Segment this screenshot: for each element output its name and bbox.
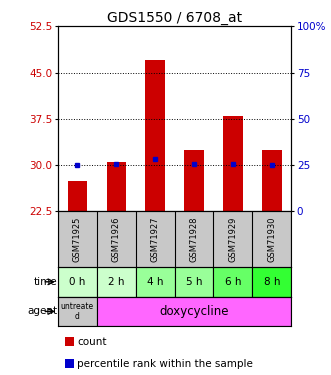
Bar xyxy=(136,267,175,297)
Bar xyxy=(58,297,97,326)
Text: 6 h: 6 h xyxy=(225,277,241,287)
Bar xyxy=(252,267,291,297)
Bar xyxy=(97,267,136,297)
Text: GSM71927: GSM71927 xyxy=(151,216,160,262)
Text: agent: agent xyxy=(27,306,57,316)
Text: 5 h: 5 h xyxy=(186,277,202,287)
Title: GDS1550 / 6708_at: GDS1550 / 6708_at xyxy=(107,11,242,25)
Bar xyxy=(262,150,282,211)
Bar xyxy=(213,267,252,297)
Text: time: time xyxy=(33,277,57,287)
Text: GSM71930: GSM71930 xyxy=(267,216,276,262)
Bar xyxy=(184,150,204,211)
Bar xyxy=(107,162,126,211)
Text: GSM71929: GSM71929 xyxy=(228,216,237,262)
Text: percentile rank within the sample: percentile rank within the sample xyxy=(77,359,253,369)
Bar xyxy=(175,267,213,297)
Text: 2 h: 2 h xyxy=(108,277,124,287)
Bar xyxy=(58,267,97,297)
Text: GSM71925: GSM71925 xyxy=(73,216,82,262)
Bar xyxy=(145,60,165,211)
Text: GSM71926: GSM71926 xyxy=(112,216,121,262)
Text: 4 h: 4 h xyxy=(147,277,164,287)
Text: untreate
d: untreate d xyxy=(61,302,94,321)
Bar xyxy=(97,297,291,326)
Text: 8 h: 8 h xyxy=(263,277,280,287)
Bar xyxy=(223,116,243,212)
Text: GSM71928: GSM71928 xyxy=(190,216,199,262)
Bar xyxy=(68,181,87,212)
Text: count: count xyxy=(77,337,107,347)
Text: 0 h: 0 h xyxy=(69,277,85,287)
Text: doxycycline: doxycycline xyxy=(159,305,229,318)
